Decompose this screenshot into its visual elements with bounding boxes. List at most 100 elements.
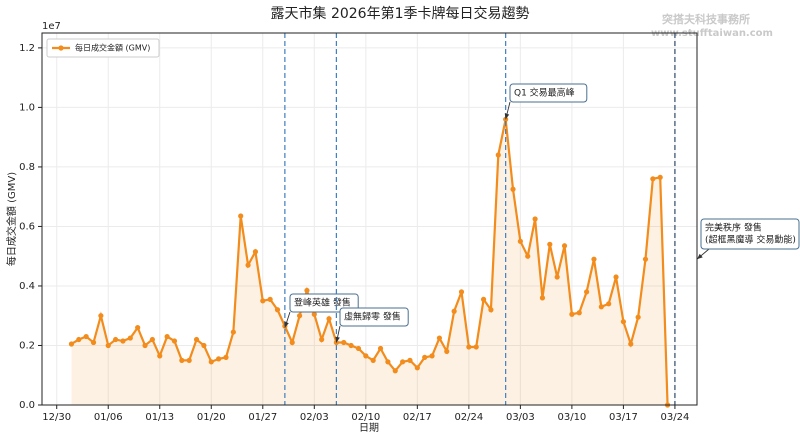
point — [238, 213, 244, 219]
x-tick-label: 02/17 — [403, 412, 432, 423]
point — [98, 313, 104, 319]
x-tick-label: 03/17 — [609, 412, 638, 423]
point — [245, 262, 251, 268]
x-tick-label: 02/03 — [300, 412, 329, 423]
point — [657, 174, 663, 180]
x-tick-label: 03/10 — [557, 412, 586, 423]
point — [584, 289, 590, 295]
annotation-text: 登峰英雄 發售 — [294, 297, 351, 309]
point — [112, 336, 119, 343]
point — [414, 365, 420, 371]
point — [444, 348, 450, 355]
point — [267, 296, 273, 302]
point — [436, 335, 443, 341]
point — [83, 333, 89, 340]
point — [171, 338, 178, 344]
point — [561, 243, 568, 249]
x-tick-label: 12/30 — [42, 412, 71, 423]
point — [400, 359, 406, 365]
x-tick-label: 01/20 — [197, 412, 226, 423]
point — [525, 253, 531, 259]
point — [142, 342, 148, 349]
point — [304, 287, 310, 294]
point — [68, 341, 75, 347]
x-tick-label: 03/03 — [506, 412, 535, 423]
point — [90, 339, 97, 346]
point — [539, 295, 546, 301]
point — [186, 357, 192, 363]
watermark: www.stufftaiwan.com — [651, 28, 773, 39]
arrow-head — [284, 321, 289, 328]
y-tick-label: 0.2 — [19, 340, 35, 351]
point — [517, 238, 523, 244]
legend-marker — [58, 45, 64, 51]
point — [252, 249, 259, 255]
legend-box — [46, 38, 160, 58]
annotation-text: 虛無歸零 發售 — [344, 311, 401, 323]
x-axis-label: 日期 — [359, 422, 379, 434]
point — [370, 357, 376, 363]
y-tick-label: 0.8 — [19, 162, 35, 173]
point — [422, 354, 428, 360]
x-tick-label: 01/06 — [94, 412, 123, 423]
point — [149, 336, 155, 343]
annotation-text: (超框黑魔導 交易動能) — [705, 234, 796, 246]
point — [576, 310, 582, 316]
point — [495, 152, 501, 158]
point — [164, 333, 170, 340]
x-tick-label: 03/24 — [661, 412, 690, 423]
point — [547, 241, 553, 247]
point — [319, 336, 325, 343]
arrow-head — [335, 336, 340, 343]
annotation-text: Q1 交易最高峰 — [514, 87, 575, 99]
point — [642, 256, 649, 262]
annotation-box — [339, 307, 409, 327]
point — [311, 311, 317, 317]
point — [385, 359, 391, 365]
annotation-text: 完美秩序 發售 — [705, 222, 762, 234]
point — [429, 353, 435, 359]
point — [554, 274, 560, 280]
point — [76, 336, 82, 343]
point — [473, 344, 479, 350]
point — [377, 345, 384, 352]
point — [407, 357, 413, 363]
point — [458, 289, 465, 295]
x-tick-label: 02/24 — [454, 412, 483, 423]
x-tick-label: 02/10 — [351, 412, 380, 423]
y-offset-label: 1e7 — [42, 21, 61, 32]
y-tick-label: 1.0 — [19, 102, 35, 113]
chart-title: 露天市集 2026年第1季卡牌每日交易趨勢 — [271, 5, 530, 22]
arrow-head — [504, 113, 510, 120]
point — [208, 359, 214, 365]
point — [650, 176, 656, 182]
y-tick-label: 1.2 — [19, 43, 35, 54]
point — [326, 316, 332, 322]
area — [71, 119, 668, 405]
point — [289, 339, 295, 346]
annotation-box — [700, 218, 800, 250]
point — [510, 186, 516, 192]
point — [363, 353, 369, 359]
point — [628, 341, 634, 347]
point — [355, 345, 362, 352]
point — [274, 307, 281, 313]
point — [591, 256, 597, 262]
y-tick-label: 0.4 — [19, 281, 35, 292]
point — [127, 335, 133, 341]
point — [296, 313, 303, 319]
annotation-box — [509, 83, 588, 103]
point — [216, 356, 222, 362]
x-tick-label: 01/27 — [248, 412, 277, 423]
plot-frame — [41, 32, 698, 406]
point — [157, 353, 163, 359]
point — [598, 304, 604, 310]
y-tick-label: 0.6 — [19, 221, 35, 232]
point — [620, 319, 627, 325]
x-tick-label: 01/13 — [145, 412, 174, 423]
point — [532, 216, 538, 222]
point — [260, 298, 266, 304]
point — [569, 311, 575, 317]
y-tick-label: 0.0 — [19, 400, 35, 411]
